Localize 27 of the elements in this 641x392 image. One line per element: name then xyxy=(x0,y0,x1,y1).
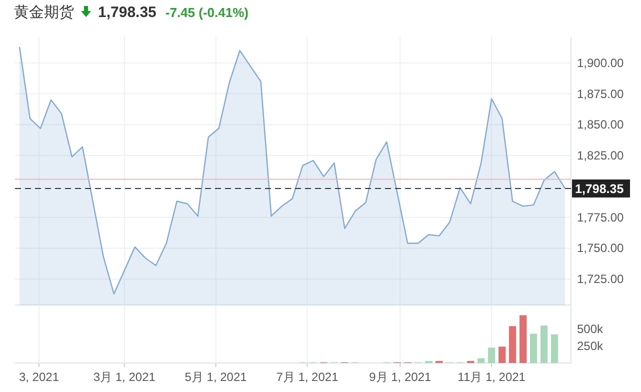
y-tick-label: 1,900.00 xyxy=(577,56,624,70)
bar xyxy=(508,326,516,363)
y-tick-label: 1,725.00 xyxy=(577,272,624,286)
bar xyxy=(550,334,558,363)
y-tick-label: 1,825.00 xyxy=(577,148,624,163)
y-tick-label: 1,775.00 xyxy=(577,210,624,224)
bar xyxy=(488,348,496,363)
bar xyxy=(519,315,527,363)
chart-subtitle: 1,798.35 xyxy=(98,4,156,21)
ref-line-label: 1,798.35 xyxy=(575,182,624,196)
x-tick-label: 7月 1, 2021 xyxy=(276,370,339,384)
x-tick-label: 3月 1, 2021 xyxy=(93,370,156,384)
bar xyxy=(540,325,548,363)
y-tick-label: 500k xyxy=(577,322,604,336)
y-tick-label: 250k xyxy=(577,338,604,353)
bar xyxy=(498,346,506,363)
x-tick-label: 5月 1, 2021 xyxy=(184,370,248,384)
y-tick-label: 1,875.00 xyxy=(577,86,624,101)
bar xyxy=(530,334,538,363)
chart-title: 黄金期货 xyxy=(14,4,74,21)
text: -7.45 (-0.41%) xyxy=(165,5,248,20)
y-tick-label: 1,850.00 xyxy=(577,118,624,132)
bar xyxy=(478,358,485,363)
y-tick-label: 1,750.00 xyxy=(577,241,624,256)
x-tick-label: 3, 2021 xyxy=(18,370,60,384)
x-tick-label: 9月 1, 2021 xyxy=(369,370,432,384)
x-tick-label: 11月 1, 2021 xyxy=(458,370,526,384)
